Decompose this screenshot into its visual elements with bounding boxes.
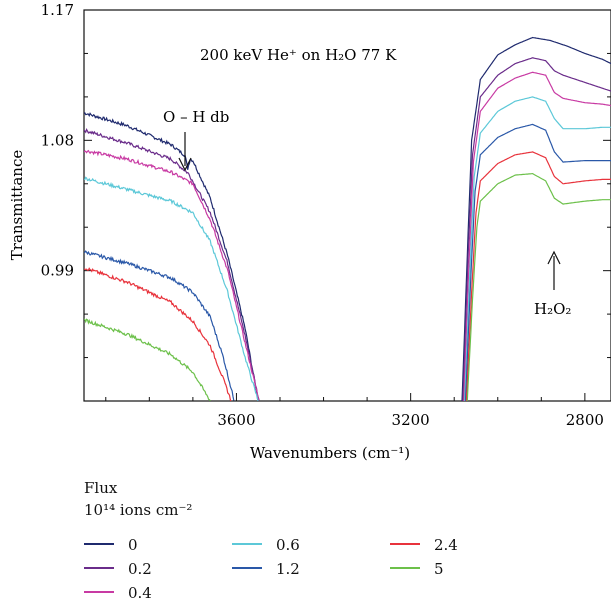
- annotation-oh-db: O – H db: [163, 108, 229, 126]
- series-0-6-left-line: [84, 176, 259, 401]
- series-2-4-left-line: [84, 267, 232, 401]
- legend-item: 1.2: [232, 558, 300, 580]
- series-0-6-right-line: [464, 96, 611, 401]
- annotation-h2o2-arrowhead: [547, 250, 561, 265]
- series-2-4-right-line: [465, 151, 611, 401]
- plot-frame: [83, 9, 611, 402]
- legend-item: 5: [390, 558, 444, 580]
- legend-item: 0.2: [84, 558, 152, 580]
- series-5-left-line: [84, 318, 211, 401]
- series-1-2-left-line: [84, 250, 235, 401]
- x-tick-label-2800: 2800: [566, 411, 604, 429]
- legend-item: 0.6: [232, 534, 300, 556]
- x-tick-label-3600: 3600: [217, 411, 255, 429]
- series-0-right-line: [461, 36, 611, 401]
- series-0-2-right-line: [462, 57, 611, 401]
- legend-swatch: [232, 543, 262, 545]
- legend: Flux 10¹⁴ ions cm⁻² 0 0.2 0.4 0.6 1.2 2.4 5: [84, 478, 604, 608]
- axis-ticks: 3600 3200 2800 0.99 1.08 1.17: [41, 1, 611, 429]
- chart-title: 200 keV He⁺ on H₂O 77 K: [200, 46, 397, 64]
- y-tick-label-1.17: 1.17: [41, 1, 74, 19]
- legend-item: 2.4: [390, 534, 458, 556]
- y-tick-label-0.99: 0.99: [41, 262, 74, 280]
- series-0-4-left-line: [84, 149, 260, 401]
- annotation-h2o2: H₂O₂: [534, 300, 571, 318]
- legend-item: 0: [84, 534, 138, 556]
- chart: 3600 3200 2800 0.99 1.08 1.17 200 keV He⁺ on …: [8, 1, 611, 462]
- series-5-right-line: [466, 172, 611, 401]
- y-tick-label-1.08: 1.08: [41, 131, 74, 149]
- legend-title: Flux: [84, 479, 118, 497]
- series-0-2-left-line: [84, 127, 260, 401]
- legend-swatch: [84, 543, 114, 545]
- legend-label: 0: [128, 536, 138, 554]
- legend-swatch: [84, 567, 114, 569]
- series-0-left-line: [84, 112, 259, 401]
- legend-item: 0.4: [84, 582, 152, 604]
- series-0-4-right-line: [463, 71, 611, 401]
- legend-unit: 10¹⁴ ions cm⁻²: [84, 501, 193, 519]
- legend-swatch: [390, 543, 420, 545]
- series-group: [84, 36, 611, 401]
- annotation-oh-db-arrowhead: [178, 157, 192, 172]
- x-axis-label: Wavenumbers (cm⁻¹): [250, 444, 410, 462]
- x-tick-label-3200: 3200: [392, 411, 430, 429]
- y-axis-label: Transmittance: [8, 150, 26, 261]
- legend-label: 0.4: [128, 584, 152, 602]
- series-1-2-right-line: [464, 123, 611, 401]
- legend-label: 5: [434, 560, 444, 578]
- legend-swatch: [390, 567, 420, 569]
- legend-label: 1.2: [276, 560, 300, 578]
- legend-swatch: [232, 567, 262, 569]
- legend-swatch: [84, 591, 114, 593]
- legend-label: 0.2: [128, 560, 152, 578]
- legend-label: 0.6: [276, 536, 300, 554]
- legend-label: 2.4: [434, 536, 458, 554]
